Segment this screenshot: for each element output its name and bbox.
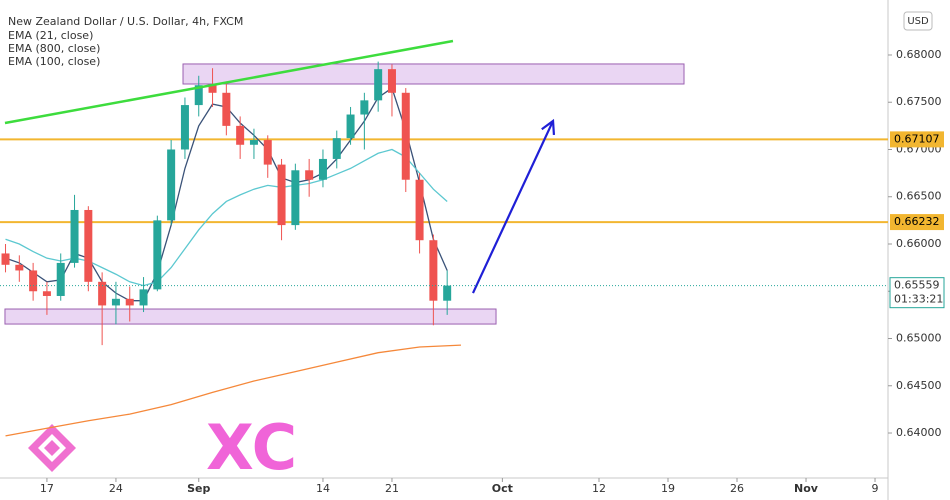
candle-body: [15, 264, 24, 271]
candle-body: [374, 69, 383, 101]
candle-body: [208, 85, 217, 93]
legend-entry: EMA (21, close): [8, 29, 93, 42]
arrow: [471, 120, 555, 294]
candle-body: [277, 164, 286, 226]
trendline: [4, 39, 454, 125]
x-tick-label: Oct: [492, 482, 513, 495]
candle-body: [415, 179, 424, 241]
currency-box[interactable]: [903, 11, 933, 31]
candle-body: [360, 100, 369, 115]
candle-body: [291, 170, 300, 226]
level-label-box: [890, 214, 944, 231]
chart-title: New Zealand Dollar / U.S. Dollar, 4h, FX…: [8, 15, 243, 28]
candle-body: [443, 285, 452, 301]
y-tick-label: 0.64500: [896, 379, 942, 392]
countdown: 01:33:21: [894, 293, 943, 306]
x-tick-label: 12: [592, 482, 606, 495]
y-tick-label: 0.66000: [896, 237, 942, 250]
plot-area: [0, 39, 888, 437]
candle-body: [29, 270, 38, 292]
x-tick-label: Sep: [187, 482, 210, 495]
candle-body: [125, 298, 134, 306]
currency: USD: [907, 16, 929, 27]
y-tick-label: 0.66500: [896, 190, 942, 203]
legend-entry: EMA (100, close): [8, 55, 100, 68]
candle-body: [236, 125, 245, 145]
y-tick-label: 0.64000: [896, 426, 942, 439]
candle-body: [346, 114, 355, 139]
x-tick-label: 24: [109, 482, 123, 495]
y-tick-label: 0.67500: [896, 95, 942, 108]
candle-body: [387, 69, 396, 93]
candle-body: [1, 253, 10, 265]
candle-body: [263, 140, 272, 165]
legend-entry: EMA (800, close): [8, 42, 100, 55]
level-label: 0.67107: [894, 132, 940, 145]
y-tick-label: 0.65000: [896, 332, 942, 345]
candle-body: [98, 281, 107, 306]
candle-body: [401, 92, 410, 180]
ema-line: [5, 148, 448, 287]
x-tick-label: 9: [872, 482, 879, 495]
x-tick-label: Nov: [794, 482, 819, 495]
ema-line: [5, 344, 462, 437]
candle-body: [167, 149, 176, 221]
zone: [182, 63, 685, 85]
candle-body: [249, 140, 258, 145]
candle-body: [318, 158, 327, 180]
candle-body: [70, 209, 79, 263]
y-tick-label: 0.68000: [896, 48, 942, 61]
candle-body: [194, 85, 203, 106]
x-tick-label: 26: [730, 482, 744, 495]
last-price-label: 0.65559: [894, 279, 940, 292]
candle-body: [180, 105, 189, 150]
candle-body: [429, 240, 438, 301]
watermark: XC: [206, 411, 297, 484]
candle-body: [332, 138, 341, 159]
logo: [28, 424, 76, 472]
candle-body: [153, 220, 162, 290]
level-label: 0.66232: [894, 215, 940, 228]
arrow-head: [541, 118, 556, 135]
candle-body: [84, 209, 93, 282]
candle-body: [305, 170, 314, 180]
zone: [4, 308, 497, 325]
x-tick-label: 21: [385, 482, 399, 495]
candle-body: [56, 262, 65, 296]
x-tick-label: 14: [316, 482, 330, 495]
candle-body: [111, 298, 120, 306]
candle-body: [222, 92, 231, 126]
level-label-box: [890, 131, 944, 148]
candle-body: [42, 291, 51, 296]
x-tick-label: 19: [661, 482, 675, 495]
last-price-box: [889, 277, 945, 309]
candle-body: [139, 289, 148, 306]
x-tick-label: 17: [40, 482, 54, 495]
